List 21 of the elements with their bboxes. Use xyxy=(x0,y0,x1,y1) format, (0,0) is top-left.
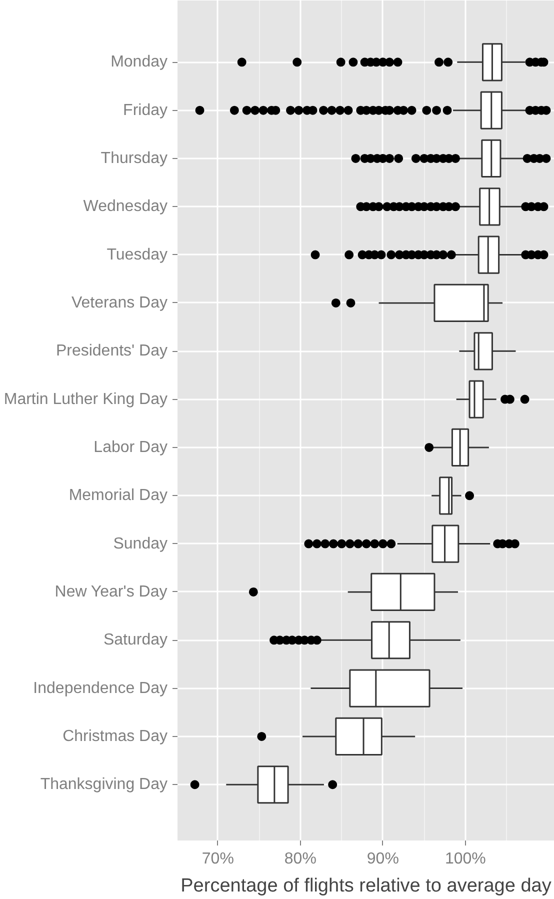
x-axis-title: Percentage of flights relative to average day xyxy=(180,876,552,896)
y-tick-label: Sunday xyxy=(113,535,168,552)
y-tick-label: Memorial Day xyxy=(68,487,168,504)
y-tick-label: Saturday xyxy=(103,632,168,649)
y-tick-label: Tuesday xyxy=(106,246,168,264)
y-tick-label: Friday xyxy=(123,102,168,119)
y-tick-label: Wednesday xyxy=(83,198,168,216)
y-tick-label: New Year's Day xyxy=(54,583,168,600)
y-tick-label: Thursday xyxy=(100,150,168,167)
x-tick-label: 80% xyxy=(284,850,316,868)
x-tick-label: 100% xyxy=(444,850,486,868)
y-tick-label: Independence Day xyxy=(33,680,168,697)
y-tick-label: Martin Luther King Day xyxy=(4,390,168,408)
y-tick-label: Thanksgiving Day xyxy=(40,776,168,794)
y-tick-label: Christmas Day xyxy=(62,728,168,745)
y-tick-label: Veterans Day xyxy=(71,294,168,312)
y-tick-label: Presidents' Day xyxy=(56,342,168,360)
y-tick-label: Monday xyxy=(110,54,168,71)
y-tick-label: Labor Day xyxy=(94,438,168,456)
x-tick-label: 70% xyxy=(202,850,234,868)
x-tick-label: 90% xyxy=(366,850,399,868)
